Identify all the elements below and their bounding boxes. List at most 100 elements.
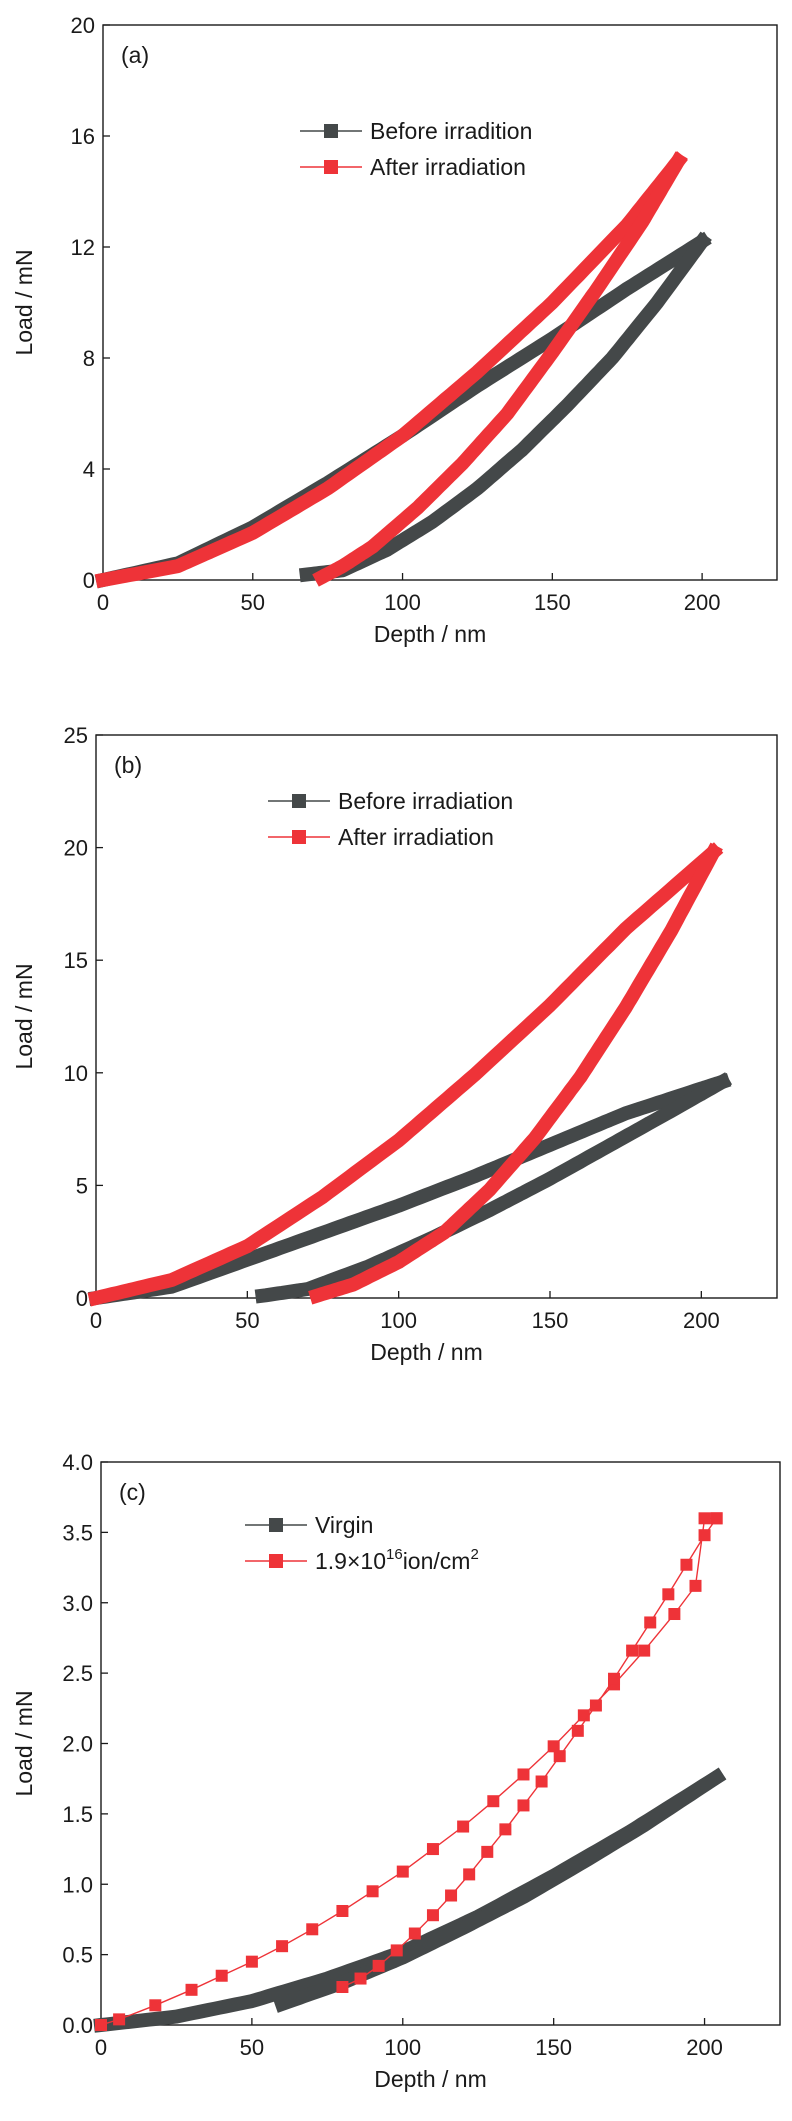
y-tick-label: 20 — [64, 836, 88, 861]
data-point — [306, 1923, 319, 1936]
legend-text: ion/cm — [403, 1548, 471, 1574]
loading-curve — [94, 151, 688, 589]
y-tick-label: 20 — [71, 13, 95, 38]
series-1 — [87, 842, 724, 1307]
x-tick-label: 200 — [684, 590, 721, 615]
x-tick-label: 50 — [241, 590, 265, 615]
y-tick-label: 5 — [76, 1173, 88, 1198]
data-point — [535, 1775, 548, 1788]
data-point — [463, 1868, 476, 1881]
legend-marker — [324, 124, 338, 138]
data-point — [499, 1823, 512, 1836]
y-tick-label: 15 — [64, 948, 88, 973]
x-tick-label: 50 — [235, 1308, 259, 1333]
data-point — [589, 1699, 602, 1712]
legend-marker — [269, 1518, 283, 1532]
x-tick-label: 100 — [384, 590, 421, 615]
x-tick-label: 0 — [90, 1308, 102, 1333]
panel-label: (a) — [121, 42, 149, 68]
y-tick-label: 4 — [83, 457, 95, 482]
data-point — [608, 1672, 621, 1685]
data-point — [457, 1820, 470, 1833]
data-point — [689, 1579, 702, 1592]
y-axis-label: Load / mN — [11, 249, 37, 355]
legend-marker — [324, 160, 338, 174]
panel-b: 0 50 100 150 200 0 5 10 15 20 25 Depth / nm Load / m… — [11, 723, 778, 1365]
y-axis-label: Load / mN — [11, 1690, 37, 1796]
data-point — [547, 1740, 560, 1753]
y-tick-label: 2.5 — [62, 1661, 93, 1686]
legend-entry: Before irradition — [370, 118, 532, 144]
series-1 — [95, 1512, 723, 2031]
panel-label: (c) — [119, 1479, 146, 1505]
y-tick-label: 0 — [76, 1286, 88, 1311]
data-point — [710, 1512, 723, 1525]
data-point — [372, 1959, 385, 1972]
x-tick-label: 0 — [97, 590, 109, 615]
data-point — [336, 1904, 349, 1917]
legend: Before irradition After irradiation — [300, 118, 532, 180]
x-tick-label: 100 — [384, 2035, 421, 2060]
data-point — [698, 1529, 711, 1542]
y-tick-label: 1.5 — [62, 1802, 93, 1827]
data-point — [336, 1980, 349, 1993]
loading-curve — [87, 842, 724, 1307]
panel-label: (b) — [114, 752, 142, 778]
x-axis-label: Depth / nm — [370, 1339, 483, 1365]
legend-superscript: 16 — [386, 1546, 403, 1563]
x-tick-label: 200 — [683, 1308, 720, 1333]
data-point — [638, 1644, 651, 1657]
data-point — [215, 1969, 228, 1982]
y-tick-label: 0.0 — [62, 2013, 93, 2038]
data-point — [445, 1889, 458, 1902]
data-point — [698, 1512, 711, 1525]
y-tick-label: 4.0 — [62, 1450, 93, 1475]
data-point — [408, 1927, 421, 1940]
legend-entry: Before irradiation — [338, 788, 513, 814]
panel-a-plot-frame — [102, 24, 778, 581]
data-point — [245, 1955, 258, 1968]
x-tick-label: 50 — [240, 2035, 264, 2060]
legend: Before irradiation After irradiation — [268, 788, 513, 850]
data-point — [390, 1944, 403, 1957]
data-point — [662, 1588, 675, 1601]
legend-entry: After irradiation — [370, 154, 526, 180]
series-0 — [93, 1767, 727, 2033]
data-point — [626, 1644, 639, 1657]
data-point — [113, 2013, 126, 2026]
data-point — [668, 1608, 681, 1621]
legend-text: 1.9×10 — [315, 1548, 386, 1574]
data-point — [396, 1865, 409, 1878]
data-point — [354, 1972, 367, 1985]
unloading-curve — [273, 1767, 727, 2013]
data-point — [517, 1768, 530, 1781]
data-point — [644, 1616, 657, 1629]
data-point — [149, 1999, 162, 2012]
y-axis-label: Load / mN — [11, 963, 37, 1069]
unloading-curve — [254, 1072, 733, 1304]
data-point — [487, 1795, 500, 1808]
y-tick-label: 8 — [83, 346, 95, 371]
x-tick-label: 150 — [535, 2035, 572, 2060]
data-point — [366, 1885, 379, 1898]
y-tick-label: 1.0 — [62, 1872, 93, 1897]
x-tick-label: 200 — [686, 2035, 723, 2060]
x-tick-label: 150 — [534, 590, 571, 615]
legend-entry: 1.9×1016ion/cm2 — [315, 1546, 479, 1574]
data-point — [680, 1558, 693, 1571]
data-point — [481, 1845, 494, 1858]
y-tick-label: 2.0 — [62, 1732, 93, 1757]
legend-entry: After irradiation — [338, 824, 494, 850]
data-point — [517, 1799, 530, 1812]
data-point — [571, 1724, 584, 1737]
unloading-curve — [308, 842, 723, 1305]
data-point — [276, 1940, 289, 1953]
data-point — [553, 1750, 566, 1763]
data-point — [426, 1843, 439, 1856]
panel-b-plot-frame — [95, 734, 778, 1299]
series-1 — [94, 151, 688, 589]
x-tick-label: 150 — [532, 1308, 569, 1333]
data-point — [426, 1909, 439, 1922]
y-tick-label: 16 — [71, 124, 95, 149]
